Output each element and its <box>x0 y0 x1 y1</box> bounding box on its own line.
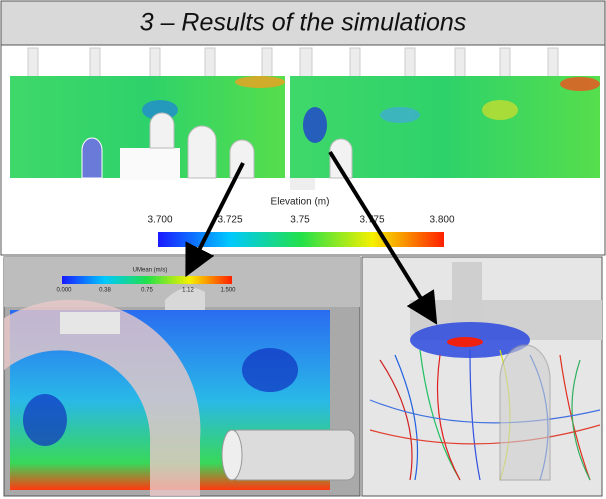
slide-title: 3 – Results of the simulations <box>140 9 467 37</box>
colorbar-label: 1.500 <box>220 288 236 294</box>
colorbar-label: 0.000 <box>56 288 72 294</box>
colorbar-label: 3.700 <box>147 215 172 226</box>
colorbar-label: 3.800 <box>429 215 454 226</box>
colorbar-label: 0.75 <box>141 288 153 294</box>
colorbar <box>62 276 232 284</box>
colorbar-title: UMean (m/s) <box>133 268 168 274</box>
colorbar-label: 0.38 <box>99 288 111 294</box>
colorbar-label: 1.12 <box>182 288 194 294</box>
colorbar-title: Elevation (m) <box>271 197 330 208</box>
colorbar-label: 3.725 <box>217 215 242 226</box>
colorbar-label: 3.75 <box>290 215 310 226</box>
slide: 3 – Results of the simulations Elevation… <box>0 0 606 499</box>
